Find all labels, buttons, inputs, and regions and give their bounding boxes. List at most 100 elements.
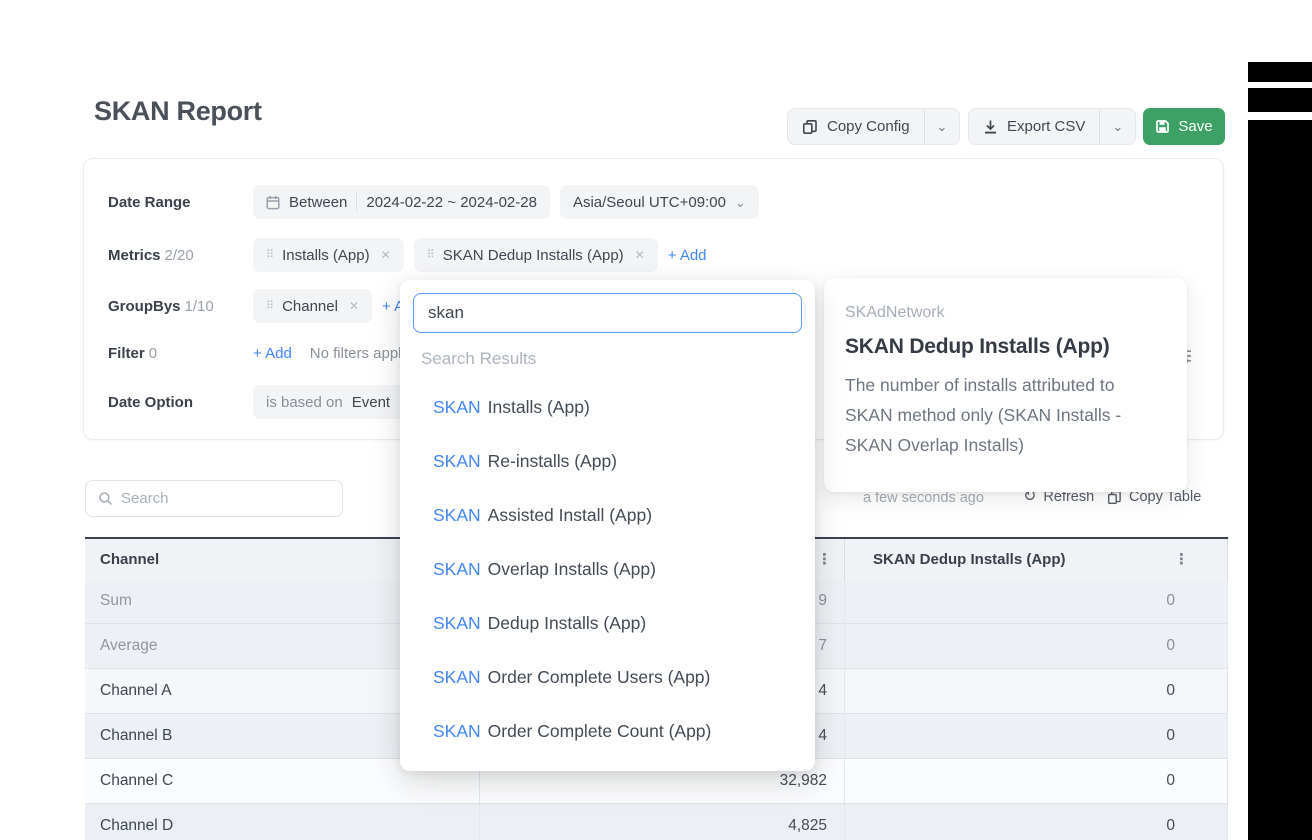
drag-handle-icon[interactable]: ⠿ [266,248,274,261]
copy-table-label: Copy Table [1129,489,1202,505]
filter-row: Filter 0 + Add No filters applied [108,345,422,362]
metric-chip[interactable]: ⠿ Installs (App) ✕ [253,238,404,272]
export-csv-label: Export CSV [1007,118,1086,135]
search-result-item[interactable]: SKAN Order Complete Users (App) [433,666,711,687]
save-icon [1155,119,1170,134]
cell-channel: Channel C [85,759,480,803]
export-csv-split-button: Export CSV ⌄ [968,108,1137,145]
search-results-heading: Search Results [421,349,537,368]
search-result-item[interactable]: SKAN Overlap Installs (App) [433,558,656,579]
search-result-item[interactable]: SKAN Re-installs (App) [433,450,618,471]
save-button[interactable]: Save [1143,108,1225,145]
date-range-row: Date Range Between 2024-02-22 ~ 2024-02-… [108,185,759,219]
groupbys-count: 1/10 [184,297,214,315]
copy-config-menu-button[interactable]: ⌄ [923,109,960,144]
groupby-chip[interactable]: ⠿ Channel ✕ [253,289,373,323]
search-result-item[interactable]: SKAN Assisted Install (App) [433,504,653,525]
timezone-value: Asia/Seoul UTC+09:00 [572,193,726,211]
cell-installs: 4 [480,714,845,758]
column-header-skan-dedup[interactable]: SKAN Dedup Installs (App) ⋮ [845,539,1228,579]
metric-search-input[interactable] [413,293,802,333]
refresh-icon: ↻ [1023,488,1037,505]
close-icon[interactable]: ✕ [348,299,360,313]
cell-installs: 4,825 [480,804,845,840]
table-row[interactable]: Channel D 4,825 0 [85,804,1228,840]
groupby-chip-label: Channel [282,297,338,315]
cell-installs: 32,982 [480,759,845,803]
date-option-value: Event [351,393,391,411]
metric-chip-label: SKAN Dedup Installs (App) [442,246,624,264]
date-mode-label: Between [289,193,348,211]
export-csv-menu-button[interactable]: ⌄ [1099,109,1135,144]
copy-table-button[interactable]: Copy Table [1107,489,1201,505]
search-result-item[interactable]: SKAN Order Complete Count (App) [433,720,712,741]
cell-skan-dedup: 0 [845,624,1228,668]
table-search-box[interactable] [85,480,343,517]
copy-config-button[interactable]: Copy Config [788,109,924,144]
date-option-label: Date Option [108,393,193,411]
column-header-skan-label: SKAN Dedup Installs (App) [873,550,1066,568]
date-range-picker[interactable]: Between 2024-02-22 ~ 2024-02-28 [253,185,550,219]
cell-skan-dedup: 0 [845,804,1228,840]
filter-label: Filter [108,345,145,362]
cell-channel: Channel D [85,804,480,840]
search-result-item[interactable]: SKAN Dedup Installs (App) [433,612,647,633]
cell-installs: 7 [480,624,845,668]
calendar-icon [266,195,280,210]
copy-config-label: Copy Config [827,118,910,135]
metric-chip-label: Installs (App) [282,246,370,264]
redaction-bar [1248,62,1312,82]
export-csv-button[interactable]: Export CSV [969,109,1099,144]
metric-chip[interactable]: ⠿ SKAN Dedup Installs (App) ✕ [413,238,658,272]
cell-installs: 9 [480,579,845,623]
search-result-item[interactable]: SKAN Installs (App) [433,396,590,417]
drag-handle-icon[interactable]: ⠿ [266,299,274,312]
date-option-prefix: is based on [266,393,343,411]
metric-title: SKAN Dedup Installs (App) [845,335,1110,358]
filter-count: 0 [148,345,158,362]
chevron-down-icon: ⌄ [1112,119,1124,134]
cell-skan-dedup: 0 [845,714,1228,758]
date-range-value: 2024-02-22 ~ 2024-02-28 [366,193,537,211]
timezone-select[interactable]: Asia/Seoul UTC+09:00 ⌄ [559,185,759,219]
column-header-installs[interactable]: ⋮ [480,539,845,579]
refresh-button[interactable]: ↻ Refresh [1023,488,1095,506]
metrics-count: 2/20 [164,246,194,264]
groupbys-label: GroupBys [108,297,181,315]
copy-icon [802,119,818,135]
search-icon [98,491,113,506]
save-label: Save [1178,118,1213,135]
drag-handle-icon[interactable]: ⠿ [426,248,435,261]
refresh-label: Refresh [1043,489,1095,505]
search-results-list: SKAN Installs (App) SKAN Re-installs (App)… [400,380,815,758]
download-icon [983,119,998,135]
cell-skan-dedup: 0 [845,759,1228,803]
chevron-down-icon: ⌄ [936,119,948,134]
metric-tooltip: SKAdNetwork SKAN Dedup Installs (App) Th… [824,278,1187,492]
metric-description: The number of installs attributed to SKA… [845,375,1122,455]
add-metric-button[interactable]: + Add [667,246,707,264]
no-filters-note: No filters applied [309,345,422,362]
metrics-row: Metrics 2/20 ⠿ Installs (App) ✕ ⠿ SKAN De… [108,238,707,272]
divider [356,193,358,211]
chevron-down-icon: ⌄ [734,194,746,210]
copy-icon [1107,490,1122,505]
cell-skan-dedup: 0 [845,669,1228,713]
cell-skan-dedup: 0 [845,579,1228,623]
metrics-label: Metrics [108,246,161,264]
close-icon[interactable]: ✕ [634,248,645,262]
redaction-bar [1248,120,1312,840]
redaction-bar [1248,88,1312,112]
copy-config-split-button: Copy Config ⌄ [787,108,961,145]
close-icon[interactable]: ✕ [380,248,391,262]
last-updated-text: a few seconds ago [863,490,984,506]
add-filter-button[interactable]: + Add [253,345,292,362]
table-search-input[interactable] [121,490,330,507]
page-title: SKAN Report [94,96,262,126]
kebab-menu-icon[interactable]: ⋮ [1174,550,1189,568]
kebab-menu-icon[interactable]: ⋮ [817,550,832,568]
